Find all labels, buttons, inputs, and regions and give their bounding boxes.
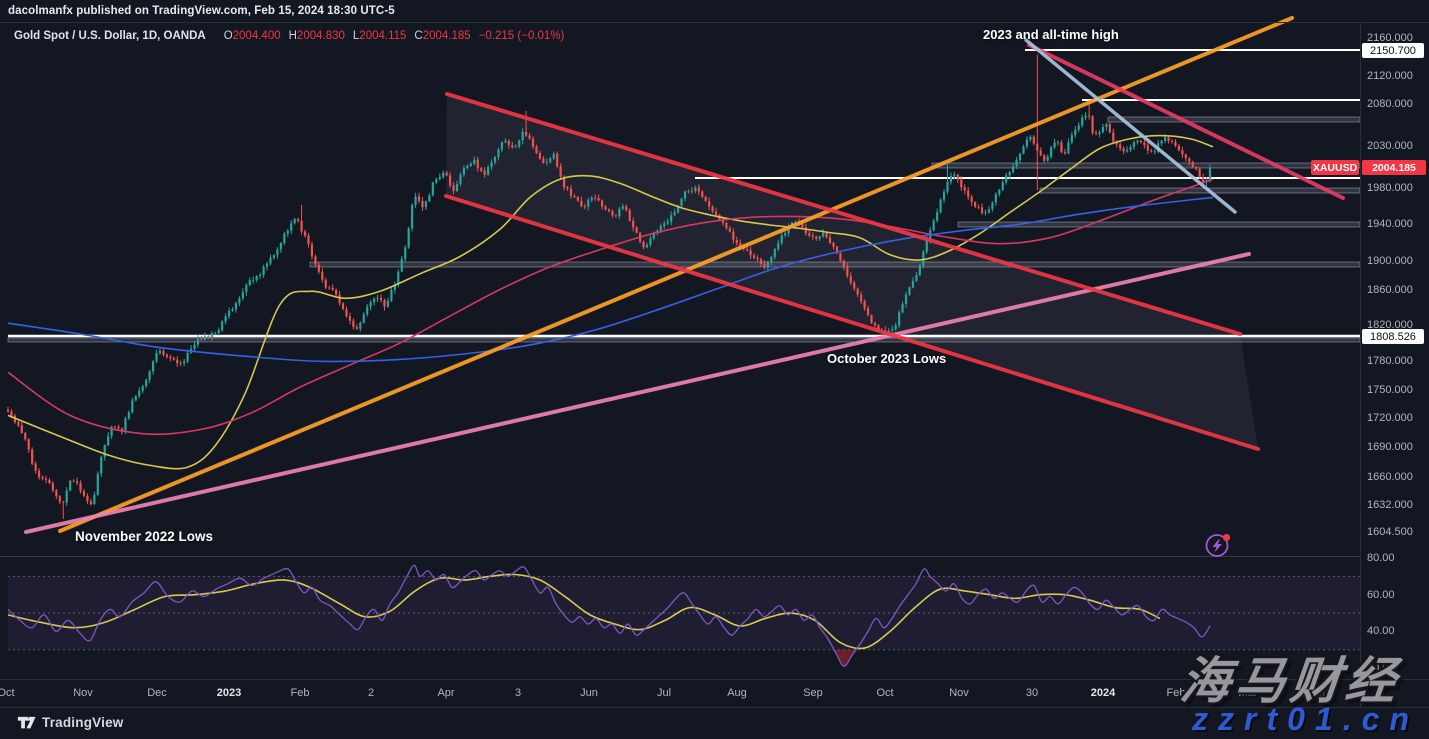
- time-tick-label: Feb: [1166, 687, 1186, 699]
- support-resistance-zone[interactable]: [7, 337, 1361, 343]
- price-tick-label: 1690.000: [1367, 441, 1413, 453]
- ascending-support-orange[interactable]: [58, 16, 1294, 533]
- ohlc-key: C: [414, 30, 423, 42]
- price-tick-label: 2030.000: [1367, 140, 1413, 152]
- rsi-oversold-fill: [832, 649, 856, 667]
- time-tick-label: Apr: [437, 687, 455, 699]
- ath-descending-pale-blue[interactable]: [1024, 38, 1237, 214]
- time-tick-label: Jul: [656, 687, 672, 699]
- ath-descending-crimson[interactable]: [1027, 43, 1345, 200]
- price-tick-label: 1860.000: [1367, 284, 1413, 296]
- rsi-tick-label: 20.00: [1367, 662, 1395, 674]
- ohlc-values: O2004.400 H2004.830 L2004.115 C2004.185: [216, 30, 471, 42]
- time-tick-label: 2024: [1090, 687, 1116, 699]
- price-tick-label: 1940.000: [1367, 218, 1413, 230]
- ohlc-value: 2004.830: [296, 30, 345, 42]
- last-price-label: 2004.185: [1362, 160, 1426, 175]
- change-value: −0.215 (−0.01%): [478, 30, 565, 42]
- rsi-line[interactable]: [7, 564, 1211, 667]
- time-tick-label: Nov: [73, 687, 93, 699]
- rsi-tick-label: 80.00: [1367, 552, 1395, 564]
- rsi-tick-label: 60.00: [1367, 589, 1395, 601]
- ohlc-value: 2004.115: [359, 30, 407, 42]
- time-tick-label: Mar: [1238, 687, 1258, 699]
- chart-legend: Gold Spot / U.S. Dollar, 1D, OANDA O2004.…: [14, 30, 564, 42]
- time-tick-label: Dec: [147, 687, 167, 699]
- support-resistance-zone[interactable]: [1107, 116, 1361, 123]
- annotation-oct-lows: October 2023 Lows: [827, 351, 947, 366]
- rsi-ma-line[interactable]: [7, 573, 1161, 650]
- level-label-low: 1808.526: [1362, 329, 1424, 344]
- price-axis[interactable]: 2160.000 2120.000 2080.000 2030.000 1980.000…: [1361, 22, 1429, 708]
- price-tick-label: 1980.000: [1367, 182, 1413, 194]
- price-tick-label: 1720.000: [1367, 412, 1413, 424]
- support-resistance-zone[interactable]: [931, 162, 1361, 169]
- price-tick-label: 1604.500: [1367, 526, 1413, 538]
- annotation-ath: 2023 and all-time high: [983, 27, 1119, 42]
- price-tick-label: 2120.000: [1367, 70, 1413, 82]
- price-tick-label: 1780.000: [1367, 355, 1413, 367]
- time-tick-label: Sep: [803, 687, 823, 699]
- channel-fill: [446, 94, 1258, 449]
- lightning-icon[interactable]: [1203, 531, 1233, 561]
- price-tick-label: 2160.000: [1367, 32, 1413, 44]
- annotation-nov-lows: November 2022 Lows: [75, 529, 214, 544]
- time-tick-label: 2: [367, 687, 375, 699]
- time-tick-label: Oct: [0, 687, 15, 699]
- ohlc-key: O: [223, 30, 233, 42]
- time-tick-label: Aug: [727, 687, 747, 699]
- time-tick-label: 2023: [216, 687, 242, 699]
- moving-average-mid[interactable]: [7, 178, 1214, 436]
- rsi-tick-label: 40.00: [1367, 625, 1395, 637]
- ohlc-key: H: [288, 30, 297, 42]
- time-tick-label: Oct: [876, 687, 894, 699]
- price-tick-label: 1820.000: [1367, 319, 1413, 331]
- channel-bottom-red[interactable]: [444, 194, 1260, 451]
- ohlc-value: 2004.400: [232, 30, 281, 42]
- channel-top-red[interactable]: [445, 92, 1242, 336]
- publish-info: dacolmanfx published on TradingView.com,…: [8, 5, 395, 17]
- tradingview-glyph: [17, 716, 36, 729]
- tradingview-label: TradingView: [42, 714, 124, 730]
- symbol-title[interactable]: Gold Spot / U.S. Dollar, 1D, OANDA: [14, 30, 206, 42]
- support-resistance-zone[interactable]: [1039, 187, 1361, 194]
- moving-average-slow[interactable]: [7, 196, 1214, 363]
- level-label-high: 2150.700: [1362, 43, 1424, 58]
- time-tick-label: Feb: [290, 687, 310, 699]
- ohlc-key: L: [352, 30, 360, 42]
- watermark-url: zzrt01.cn: [1192, 701, 1419, 737]
- price-tick-label: 2080.000: [1367, 98, 1413, 110]
- time-tick-label: Nov: [949, 687, 969, 699]
- symbol-flag: XAUUSD: [1311, 160, 1359, 175]
- price-tick-label: 1632.000: [1367, 499, 1413, 511]
- time-tick-label: Jun: [580, 687, 598, 699]
- price-tick-label: 1660.000: [1367, 471, 1413, 483]
- ascending-support-pink[interactable]: [24, 252, 1251, 534]
- time-tick-label: 3: [514, 687, 522, 699]
- price-tick-label: 1750.000: [1367, 384, 1413, 396]
- time-tick-label: Apr: [1311, 687, 1329, 699]
- ohlc-value: 2004.185: [422, 30, 471, 42]
- price-tick-label: 1900.000: [1367, 255, 1413, 267]
- time-tick-label: 30: [1025, 687, 1039, 699]
- tradingview-logo[interactable]: TradingView: [17, 714, 123, 730]
- moving-average-fast[interactable]: [7, 134, 1214, 470]
